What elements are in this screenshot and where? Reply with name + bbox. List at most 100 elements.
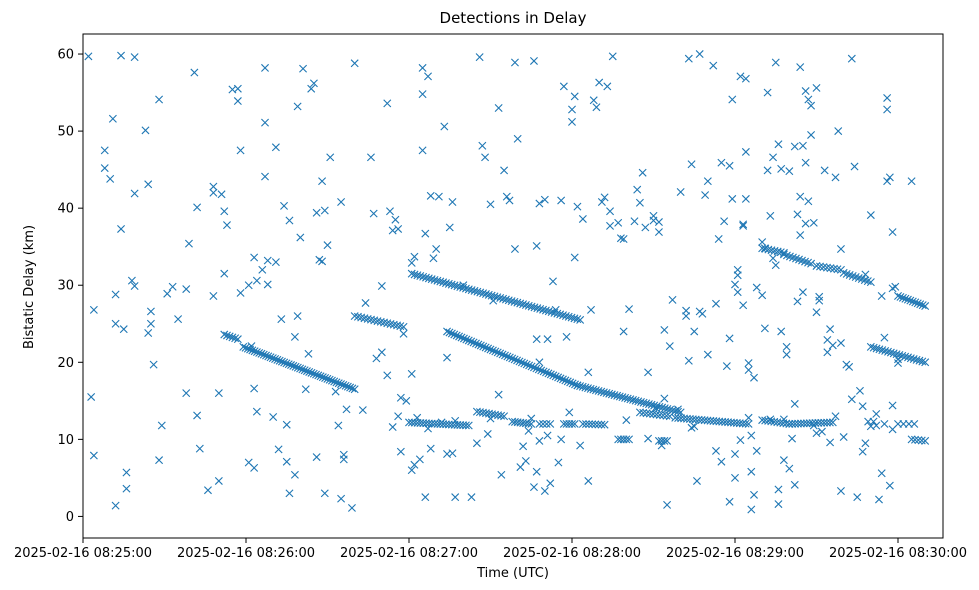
data-point bbox=[334, 379, 343, 388]
data-point bbox=[766, 415, 775, 424]
data-point bbox=[861, 439, 870, 448]
data-point bbox=[831, 412, 840, 421]
data-point bbox=[429, 254, 438, 263]
data-point bbox=[542, 368, 551, 377]
data-point bbox=[744, 359, 753, 368]
data-point bbox=[559, 311, 568, 320]
data-point bbox=[388, 423, 397, 432]
data-point bbox=[914, 436, 923, 445]
data-point bbox=[350, 385, 359, 394]
data-point bbox=[536, 304, 545, 313]
data-point bbox=[814, 418, 823, 427]
data-point bbox=[312, 370, 321, 379]
data-point bbox=[233, 97, 242, 106]
data-point bbox=[828, 418, 837, 427]
data-point bbox=[520, 359, 529, 368]
data-point bbox=[750, 373, 759, 382]
data-point bbox=[644, 368, 653, 377]
data-point bbox=[720, 217, 729, 226]
data-point bbox=[233, 335, 242, 344]
data-point bbox=[673, 405, 682, 414]
data-point bbox=[635, 198, 644, 207]
data-markers bbox=[84, 50, 930, 514]
data-point bbox=[600, 193, 609, 202]
data-point bbox=[785, 464, 794, 473]
data-point bbox=[524, 301, 533, 310]
data-point bbox=[448, 449, 457, 458]
data-point bbox=[794, 419, 803, 428]
data-point bbox=[698, 309, 707, 318]
data-point bbox=[261, 172, 270, 181]
data-point bbox=[894, 292, 902, 301]
data-point bbox=[222, 331, 231, 340]
data-point bbox=[573, 315, 582, 324]
data-point bbox=[657, 441, 666, 450]
data-point bbox=[777, 164, 786, 173]
data-point bbox=[296, 364, 305, 373]
data-point bbox=[770, 246, 779, 255]
x-tick-label: 2025-02-16 08:25:00 bbox=[14, 546, 152, 561]
data-point bbox=[383, 319, 392, 328]
data-point bbox=[817, 427, 826, 436]
data-point bbox=[225, 332, 234, 341]
data-point bbox=[510, 58, 519, 67]
data-point bbox=[259, 350, 268, 359]
data-point bbox=[250, 347, 259, 356]
data-point bbox=[546, 419, 555, 428]
data-point bbox=[722, 362, 731, 371]
data-point bbox=[366, 315, 375, 324]
data-point bbox=[877, 469, 886, 478]
data-point bbox=[570, 92, 579, 101]
data-point bbox=[607, 390, 616, 399]
data-point bbox=[87, 392, 96, 401]
data-point bbox=[501, 351, 509, 360]
data-point bbox=[750, 490, 759, 499]
data-point bbox=[464, 421, 473, 430]
data-point bbox=[476, 288, 485, 297]
data-point bbox=[812, 308, 821, 317]
data-point bbox=[652, 410, 661, 419]
data-point bbox=[277, 315, 286, 324]
data-point bbox=[396, 322, 405, 331]
data-point bbox=[430, 275, 439, 284]
data-point bbox=[291, 362, 300, 371]
data-point bbox=[475, 53, 484, 62]
data-point bbox=[869, 417, 878, 426]
data-point bbox=[758, 291, 767, 300]
data-point bbox=[861, 270, 870, 279]
data-point bbox=[323, 241, 332, 250]
data-point bbox=[741, 147, 750, 156]
data-point bbox=[682, 306, 691, 315]
data-point bbox=[337, 380, 346, 389]
data-point bbox=[184, 239, 193, 248]
data-point bbox=[108, 114, 117, 123]
data-point bbox=[318, 177, 327, 186]
data-point bbox=[808, 419, 817, 428]
data-point bbox=[500, 166, 509, 175]
data-point bbox=[858, 447, 867, 456]
data-point bbox=[450, 330, 459, 339]
data-point bbox=[731, 280, 739, 289]
data-point bbox=[413, 271, 422, 280]
data-point bbox=[252, 407, 261, 416]
data-point bbox=[307, 84, 316, 93]
data-point bbox=[402, 396, 411, 405]
data-point bbox=[127, 276, 136, 285]
data-point bbox=[906, 354, 915, 363]
data-point bbox=[529, 483, 538, 492]
data-point bbox=[826, 438, 835, 447]
data-point bbox=[736, 72, 745, 81]
data-point bbox=[909, 355, 918, 364]
data-point bbox=[174, 315, 183, 324]
data-point bbox=[585, 420, 594, 429]
data-point bbox=[809, 421, 818, 430]
data-point bbox=[725, 497, 734, 506]
data-point bbox=[146, 307, 155, 316]
data-point bbox=[141, 126, 150, 135]
data-point bbox=[872, 344, 881, 353]
data-point bbox=[464, 336, 473, 345]
data-point bbox=[576, 441, 585, 450]
data-point bbox=[486, 200, 495, 209]
data-point bbox=[461, 421, 470, 430]
data-point bbox=[318, 257, 327, 266]
